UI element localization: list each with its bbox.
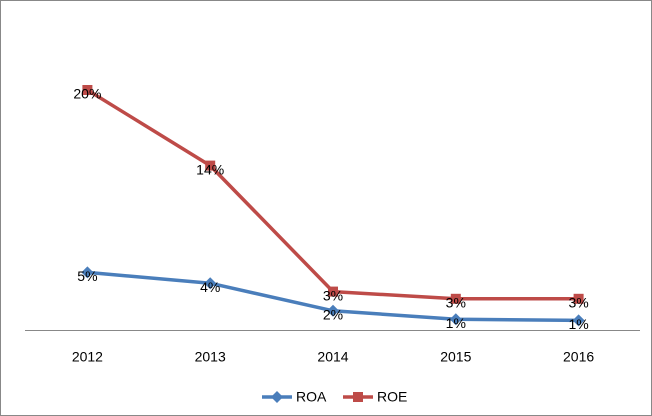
legend-label: ROE bbox=[377, 389, 407, 405]
marker bbox=[573, 293, 584, 304]
marker bbox=[449, 313, 462, 326]
x-tick-label: 2014 bbox=[317, 349, 348, 365]
marker bbox=[271, 391, 283, 403]
marker bbox=[450, 293, 461, 304]
x-tick-label: 2013 bbox=[195, 349, 226, 365]
legend-label: ROA bbox=[296, 389, 327, 405]
x-tick-label: 2012 bbox=[72, 349, 103, 365]
data-label: 3% bbox=[446, 295, 466, 311]
marker bbox=[205, 160, 216, 171]
data-label: 5% bbox=[77, 268, 97, 284]
data-label: 1% bbox=[568, 316, 588, 332]
marker bbox=[353, 392, 363, 402]
marker bbox=[328, 286, 338, 297]
data-label: 4% bbox=[200, 279, 220, 295]
data-label: 3% bbox=[568, 295, 588, 311]
data-label: 3% bbox=[323, 287, 343, 303]
marker bbox=[81, 266, 94, 279]
data-label: 2% bbox=[323, 307, 343, 323]
marker bbox=[204, 277, 217, 290]
data-label: 14% bbox=[196, 161, 224, 177]
x-tick-label: 2016 bbox=[563, 349, 594, 365]
data-label: 20% bbox=[73, 86, 101, 102]
marker bbox=[82, 85, 93, 95]
x-tick-label: 2015 bbox=[440, 349, 471, 365]
marker bbox=[572, 314, 585, 327]
marker bbox=[327, 304, 339, 317]
data-label: 1% bbox=[446, 315, 466, 331]
